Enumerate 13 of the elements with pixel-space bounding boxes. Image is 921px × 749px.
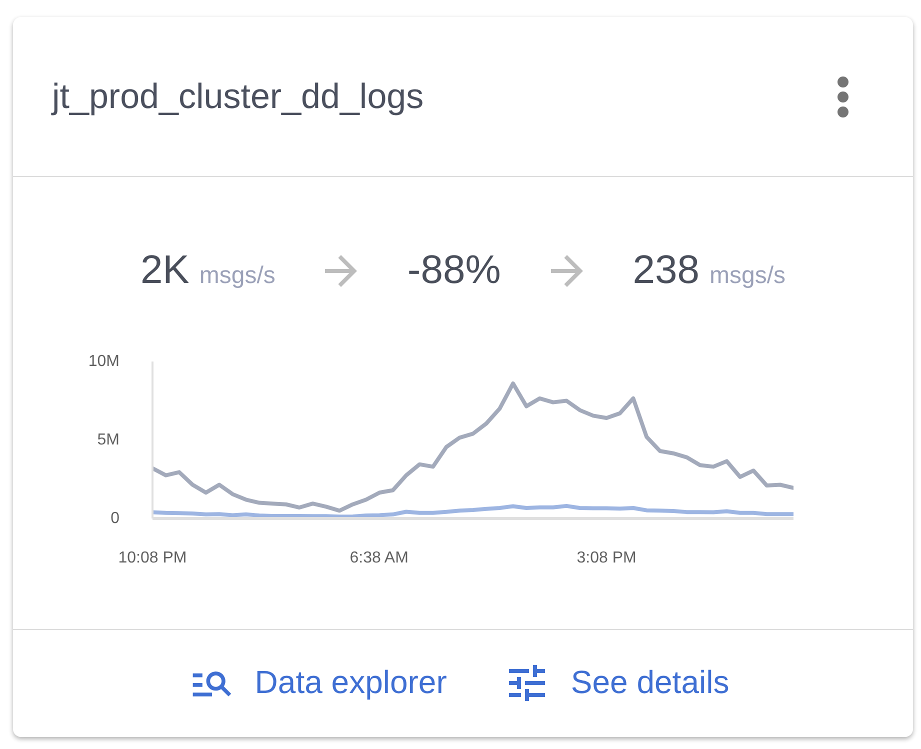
text: 2K msgs/s xyxy=(140,246,276,294)
text: Data explorer xyxy=(254,663,447,702)
x-tick-label: 3:08 PM xyxy=(576,550,636,566)
y-tick-label: 5M xyxy=(97,432,120,448)
text: 238 msgs/s xyxy=(632,246,786,294)
x-tick-label: 6:38 AM xyxy=(350,550,408,566)
text: -88% xyxy=(407,246,501,294)
chart-title: jt_prod_cluster_dd_logs xyxy=(52,76,424,118)
line-series xyxy=(152,381,794,513)
x-tick-label: 10:08 PM xyxy=(118,550,187,566)
y-tick-label: 10M xyxy=(88,353,120,370)
y-tick-label: 0 xyxy=(110,510,120,527)
text: See details xyxy=(570,663,730,702)
